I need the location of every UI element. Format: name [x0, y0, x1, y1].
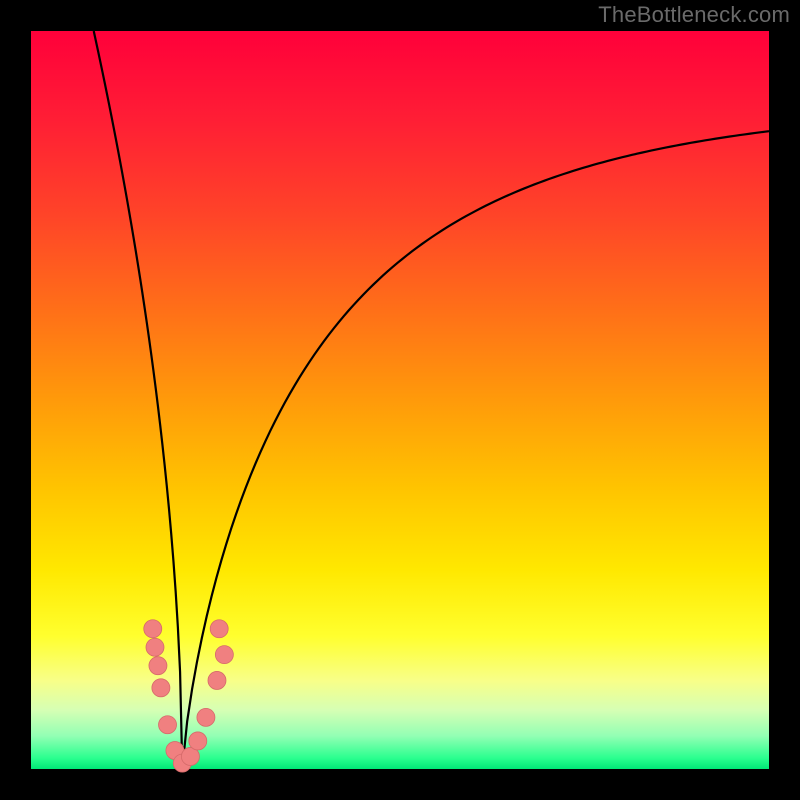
data-marker — [146, 638, 164, 656]
watermark-text: TheBottleneck.com — [598, 2, 790, 28]
data-marker — [159, 716, 177, 734]
data-marker — [197, 708, 215, 726]
data-marker — [215, 646, 233, 664]
data-marker — [189, 732, 207, 750]
data-marker — [208, 671, 226, 689]
data-marker — [144, 620, 162, 638]
data-marker — [210, 620, 228, 638]
data-marker — [152, 679, 170, 697]
plot-background — [31, 31, 769, 769]
chart-canvas: TheBottleneck.com — [0, 0, 800, 800]
bottleneck-chart-svg — [0, 0, 800, 800]
data-marker — [149, 657, 167, 675]
